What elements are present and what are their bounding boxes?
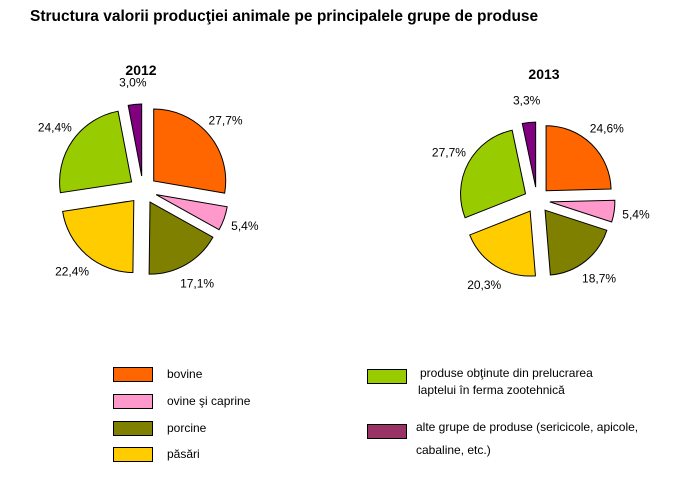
pie-slice-2013-lapte xyxy=(460,129,527,219)
legend-swatch-bovine xyxy=(113,367,153,382)
pie-slice-2013-ovine xyxy=(549,199,616,223)
pie-slice-2012-bovine xyxy=(153,108,227,194)
pie-slice-2012-porcine xyxy=(148,201,214,275)
legend-label-lapte-1: produse obţinute din prelucrarea xyxy=(420,366,593,380)
legend-swatch-pasari xyxy=(113,447,153,462)
pie-label-2013-alte: 3,3% xyxy=(513,94,541,108)
pie-label-2012-bovine: 27,7% xyxy=(209,113,243,127)
pie-label-2012-lapte: 24,4% xyxy=(38,121,72,135)
pie-title-2013: 2013 xyxy=(528,66,559,82)
pie-slice-2012-ovine xyxy=(155,194,228,231)
pie-label-2012-ovine: 5,4% xyxy=(231,219,259,233)
pie-label-2012-porcine: 17,1% xyxy=(180,276,214,290)
pie-slice-2012-pasari xyxy=(62,199,135,274)
legend-swatch-ovine xyxy=(113,394,153,409)
pie-slice-2013-alte xyxy=(521,121,537,188)
pie-label-2013-bovine: 24,6% xyxy=(590,121,624,135)
legend-swatch-lapte xyxy=(367,369,407,384)
pie-label-2012-pasari: 22,4% xyxy=(55,264,89,278)
legend-swatch-alte xyxy=(367,424,407,439)
chart-title: Structura valorii producţiei animale pe … xyxy=(30,8,539,25)
pie-slice-2013-pasari xyxy=(469,210,536,277)
legend-label-alte-1: alte grupe de produse (sericicole, apico… xyxy=(416,420,639,434)
legend-label-alte-2: cabaline, etc.) xyxy=(416,443,491,457)
pie-title-2012: 2012 xyxy=(125,62,156,78)
pie-slice-2012-lapte xyxy=(59,110,133,194)
pie-label-2013-pasari: 20,3% xyxy=(467,278,501,292)
legend-label-bovine: bovine xyxy=(167,367,203,381)
pie-slice-2013-bovine xyxy=(545,125,612,192)
pie-label-2013-ovine: 5,4% xyxy=(622,207,650,221)
legend-label-pasari: păsări xyxy=(167,447,200,461)
legend-swatch-porcine xyxy=(113,421,153,436)
pie-charts: 2012 27,7% 5,4% 17,1% 22,4% 24,4% 3,0% 2013 24,6… xyxy=(38,62,650,292)
pie-label-2013-lapte: 27,7% xyxy=(432,146,466,160)
pie-slice-2013-porcine xyxy=(544,209,608,276)
legend-label-ovine: ovine şi caprine xyxy=(167,394,251,408)
legend-label-lapte-2: laptelui în ferma zootehnică xyxy=(418,383,565,397)
legend-label-porcine: porcine xyxy=(167,421,207,435)
pie-label-2013-porcine: 18,7% xyxy=(582,271,616,285)
pie-label-2012-alte: 3,0% xyxy=(119,75,147,89)
pie-slice-2012-alte xyxy=(127,103,143,177)
